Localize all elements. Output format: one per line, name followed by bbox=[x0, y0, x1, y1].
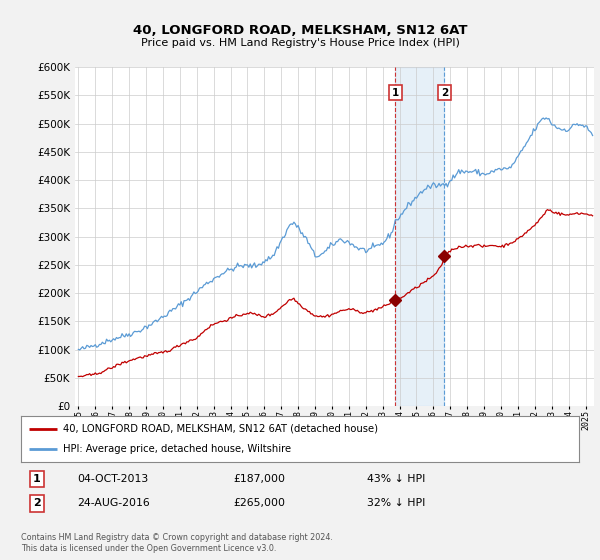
Text: HPI: Average price, detached house, Wiltshire: HPI: Average price, detached house, Wilt… bbox=[63, 444, 291, 454]
Text: 1: 1 bbox=[392, 87, 399, 97]
Text: 1: 1 bbox=[33, 474, 40, 484]
Text: 40, LONGFORD ROAD, MELKSHAM, SN12 6AT (detached house): 40, LONGFORD ROAD, MELKSHAM, SN12 6AT (d… bbox=[63, 424, 378, 434]
Text: Contains HM Land Registry data © Crown copyright and database right 2024.
This d: Contains HM Land Registry data © Crown c… bbox=[21, 533, 333, 553]
Text: 40, LONGFORD ROAD, MELKSHAM, SN12 6AT: 40, LONGFORD ROAD, MELKSHAM, SN12 6AT bbox=[133, 24, 467, 36]
Text: 24-AUG-2016: 24-AUG-2016 bbox=[77, 498, 149, 508]
Text: 2: 2 bbox=[441, 87, 448, 97]
Text: 2: 2 bbox=[33, 498, 40, 508]
Text: £265,000: £265,000 bbox=[233, 498, 285, 508]
Text: 04-OCT-2013: 04-OCT-2013 bbox=[77, 474, 148, 484]
Text: £187,000: £187,000 bbox=[233, 474, 285, 484]
Text: 43% ↓ HPI: 43% ↓ HPI bbox=[367, 474, 425, 484]
Text: Price paid vs. HM Land Registry's House Price Index (HPI): Price paid vs. HM Land Registry's House … bbox=[140, 38, 460, 48]
Text: 32% ↓ HPI: 32% ↓ HPI bbox=[367, 498, 425, 508]
Bar bbox=[395, 67, 445, 406]
